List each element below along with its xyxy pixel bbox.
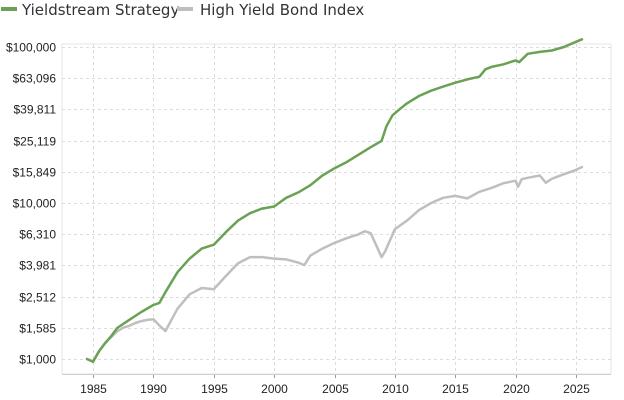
x-tick-label: 2010: [382, 382, 409, 396]
legend-swatch: [1, 7, 17, 11]
y-tick-label: $100,000: [6, 41, 56, 55]
plot-area: [85, 38, 584, 364]
legend: Yieldstream Strategy High Yield Bond Ind…: [1, 1, 364, 19]
axes: $1,000 $1,585 $2,512 $3,981 $6,310 $10,000 $15…: [6, 41, 611, 396]
series-line-high-yield-bond-index: [85, 165, 584, 364]
y-tick-label: $15,849: [13, 166, 57, 180]
plot-frame: [61, 43, 612, 375]
x-tick-label: 1990: [140, 382, 167, 396]
legend-item-series-2[interactable]: High Yield Bond Index: [177, 1, 364, 19]
legend-item-series-1[interactable]: Yieldstream Strategy: [1, 1, 179, 19]
y-tick-label: $2,512: [19, 291, 56, 305]
y-tick-label: $63,096: [13, 72, 57, 86]
x-tick-label: 2000: [261, 382, 288, 396]
x-tick-label: 2020: [503, 382, 530, 396]
x-tick-label: 1985: [80, 382, 107, 396]
legend-label: High Yield Bond Index: [200, 1, 364, 19]
legend-swatch: [177, 7, 193, 11]
y-tick-label: $1,585: [19, 322, 56, 336]
x-tick-label: 2025: [563, 382, 590, 396]
y-tick-label: $1,000: [19, 353, 56, 367]
y-tick-label: $25,119: [14, 135, 57, 149]
x-tick-label: 1995: [201, 382, 228, 396]
x-tick-label: 2005: [322, 382, 349, 396]
gridlines: [61, 43, 612, 375]
y-tick-label: $6,310: [19, 228, 56, 242]
legend-label: Yieldstream Strategy: [21, 1, 179, 19]
y-tick-label: $10,000: [13, 197, 57, 211]
y-tick-label: $3,981: [19, 259, 56, 273]
x-tick-label: 2015: [442, 382, 469, 396]
y-tick-label: $39,811: [14, 103, 57, 117]
series-line-yieldstream-strategy: [85, 38, 584, 364]
